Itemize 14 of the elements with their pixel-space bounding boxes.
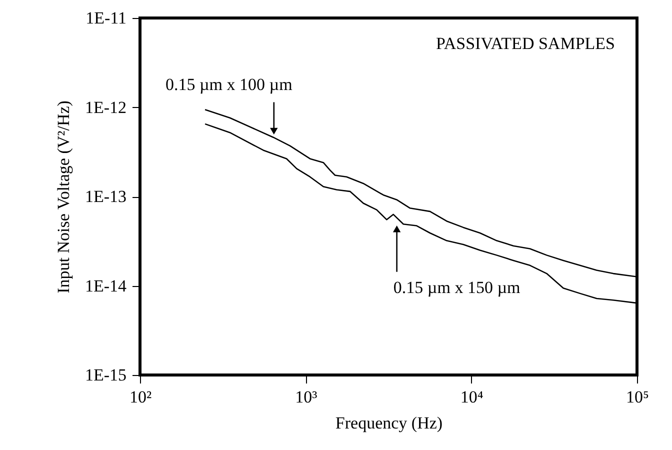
annotation: 0.15 µm x 100 µm <box>165 75 292 94</box>
annotation: 0.15 µm x 150 µm <box>393 278 520 297</box>
annotation: PASSIVATED SAMPLES <box>436 34 615 53</box>
y-tick-label: 1E-11 <box>86 8 126 28</box>
y-tick-label: 1E-13 <box>84 187 126 206</box>
y-tick-label: 1E-15 <box>84 366 126 384</box>
y-tick-label: 1E-12 <box>84 98 126 117</box>
x-axis-title: Frequency (Hz) <box>335 414 443 432</box>
x-tick-label: 10⁵ <box>626 388 650 406</box>
y-axis-title: Input Noise Voltage (V²/Hz) <box>54 100 73 294</box>
x-tick-label: 10³ <box>295 388 318 406</box>
x-tick-label: 10⁴ <box>460 388 484 406</box>
x-tick-label: 10² <box>129 388 152 406</box>
y-tick-label: 1E-14 <box>84 276 127 296</box>
